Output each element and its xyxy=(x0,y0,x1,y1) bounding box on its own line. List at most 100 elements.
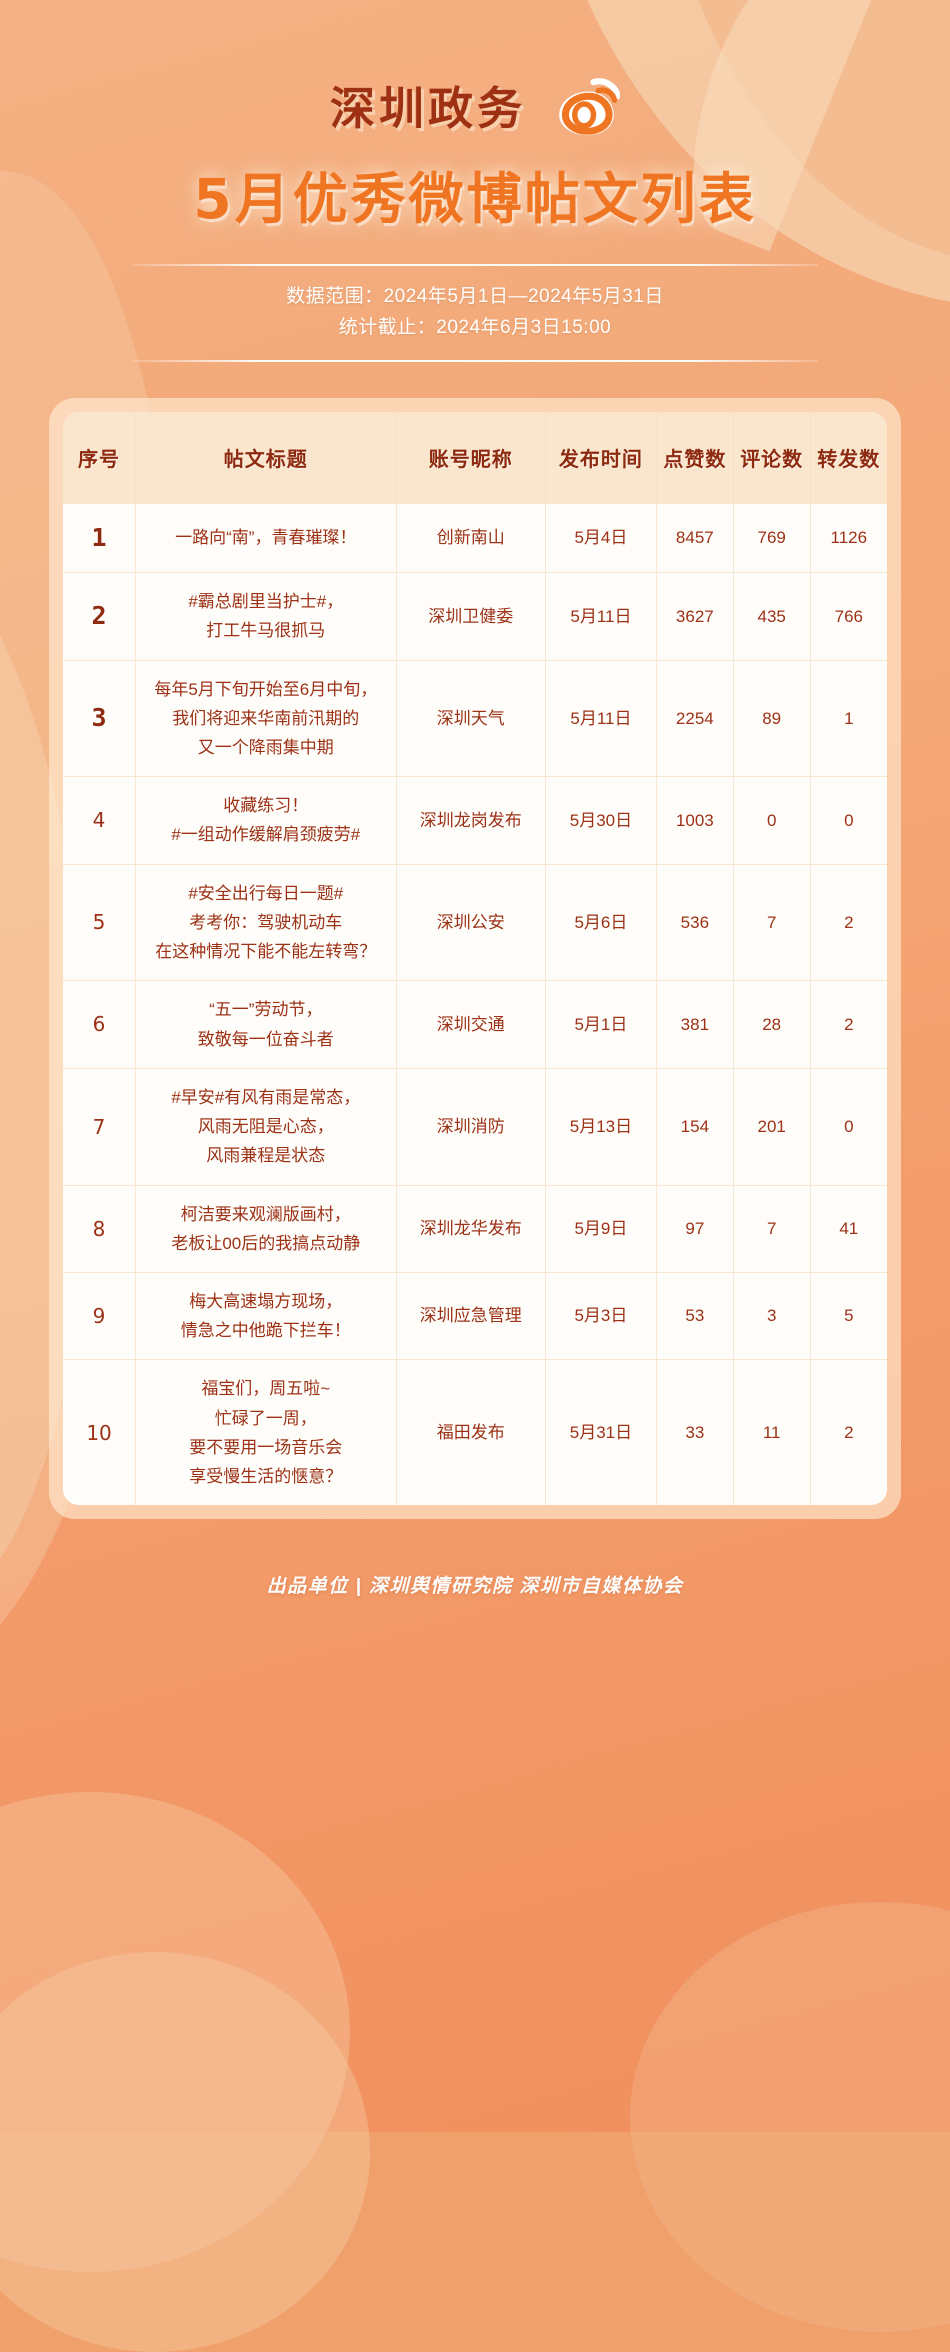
header-divider-top xyxy=(132,264,818,266)
column-header-rank: 序号 xyxy=(63,411,137,504)
column-header-date: 发布时间 xyxy=(545,411,657,504)
table-row: 10 福宝们，周五啦~ 忙碌了一周， 要不要用一场音乐会 享受慢生活的惬意？ 福田发布 5月… xyxy=(63,1359,887,1506)
cell-rank: 9 xyxy=(63,1272,137,1361)
cell-account: 深圳交通 xyxy=(396,980,546,1069)
table-card: 序号 帖文标题 账号昵称 发布时间 点赞数 评论数 转发数 1 一路向“南”，青春… xyxy=(49,397,901,1520)
cell-comments: 7 xyxy=(733,1185,811,1274)
column-header-account: 账号昵称 xyxy=(396,411,546,504)
cell-likes: 154 xyxy=(656,1068,734,1186)
cell-date: 5月3日 xyxy=(545,1272,657,1361)
cell-reposts: 0 xyxy=(810,1068,887,1186)
cell-likes: 3627 xyxy=(656,572,734,661)
table-head: 序号 帖文标题 账号昵称 发布时间 点赞数 评论数 转发数 xyxy=(63,411,887,504)
cell-likes: 1003 xyxy=(656,776,734,865)
cell-account: 深圳卫健委 xyxy=(396,572,546,661)
cell-account: 创新南山 xyxy=(396,503,546,574)
table-body: 1 一路向“南”，青春璀璨！ 创新南山 5月4日 8457 769 1126 2 #霸总剧里当护… xyxy=(63,503,887,1506)
table-row: 9 梅大高速塌方现场， 情急之中他跪下拦车！ 深圳应急管理 5月3日 53 3 5 xyxy=(63,1272,887,1361)
cell-date: 5月30日 xyxy=(545,776,657,865)
footer-credit: 出品单位 | 深圳舆情研究院 深圳市自媒体协会 xyxy=(266,1576,684,1598)
cell-title: 柯洁要来观澜版画村， 老板让00后的我搞点动静 xyxy=(135,1185,397,1274)
cell-comments: 7 xyxy=(733,864,811,982)
cell-rank: 10 xyxy=(63,1359,137,1506)
cell-date: 5月13日 xyxy=(545,1068,657,1186)
cell-title: #安全出行每日一题# 考考你：驾驶机动车 在这种情况下能不能左转弯？ xyxy=(135,864,397,982)
cell-reposts: 1126 xyxy=(810,503,887,574)
table-row: 8 柯洁要来观澜版画村， 老板让00后的我搞点动静 深圳龙华发布 5月9日 97 7 41 xyxy=(63,1185,887,1274)
cell-date: 5月9日 xyxy=(545,1185,657,1274)
cutoff-time-text: 统计截止：2024年6月3日15:00 xyxy=(338,316,612,338)
table-row: 4 收藏练习！ #一组动作缓解肩颈疲劳# 深圳龙岗发布 5月30日 1003 0 0 xyxy=(63,776,887,865)
cell-title: 梅大高速塌方现场， 情急之中他跪下拦车！ xyxy=(135,1272,397,1361)
cell-comments: 28 xyxy=(733,980,811,1069)
cell-comments: 769 xyxy=(733,503,811,574)
cell-reposts: 41 xyxy=(810,1185,887,1274)
header-meta: 数据范围：2024年5月1日—2024年5月31日 统计截止：2024年6月3日… xyxy=(0,282,950,344)
cell-title: 收藏练习！ #一组动作缓解肩颈疲劳# xyxy=(135,776,397,865)
cell-rank: 2 xyxy=(63,572,137,661)
cell-likes: 97 xyxy=(656,1185,734,1274)
column-header-comments: 评论数 xyxy=(733,411,811,504)
cell-reposts: 2 xyxy=(810,864,887,982)
table-row: 3 每年5月下旬开始至6月中旬， 我们将迎来华南前汛期的 又一个降雨集中期 深圳天气 5月… xyxy=(63,660,887,778)
page-title-main: 深圳政务 xyxy=(329,81,526,135)
cell-title: 每年5月下旬开始至6月中旬， 我们将迎来华南前汛期的 又一个降雨集中期 xyxy=(135,660,397,778)
cell-comments: 11 xyxy=(733,1359,811,1506)
cell-likes: 2254 xyxy=(656,660,734,778)
cell-date: 5月11日 xyxy=(545,572,657,661)
cell-account: 福田发布 xyxy=(396,1359,546,1506)
cell-date: 5月11日 xyxy=(545,660,657,778)
cell-rank: 4 xyxy=(63,776,137,865)
cell-date: 5月31日 xyxy=(545,1359,657,1506)
cell-reposts: 2 xyxy=(810,980,887,1069)
page-title-sub: 5月优秀微博帖文列表 xyxy=(193,167,757,231)
page-header: 深圳政务 5月优秀微博帖文列表 数据范围：2024年5月1日—2024年5月31… xyxy=(0,0,950,362)
cell-reposts: 5 xyxy=(810,1272,887,1361)
cell-likes: 33 xyxy=(656,1359,734,1506)
cell-account: 深圳应急管理 xyxy=(396,1272,546,1361)
column-header-title: 帖文标题 xyxy=(135,411,397,504)
cell-likes: 8457 xyxy=(656,503,734,574)
cell-title: #早安#有风有雨是常态， 风雨无阻是心态， 风雨兼程是状态 xyxy=(135,1068,397,1186)
title-row: 深圳政务 xyxy=(0,64,950,144)
table-row: 7 #早安#有风有雨是常态， 风雨无阻是心态， 风雨兼程是状态 深圳消防 5月13日 154… xyxy=(63,1068,887,1186)
cell-account: 深圳龙岗发布 xyxy=(396,776,546,865)
cell-rank: 5 xyxy=(63,864,137,982)
cell-account: 深圳龙华发布 xyxy=(396,1185,546,1274)
column-header-likes: 点赞数 xyxy=(656,411,734,504)
data-range-text: 数据范围：2024年5月1日—2024年5月31日 xyxy=(286,286,664,307)
cell-reposts: 0 xyxy=(810,776,887,865)
cell-likes: 536 xyxy=(656,864,734,982)
cell-account: 深圳天气 xyxy=(396,660,546,778)
cell-date: 5月6日 xyxy=(545,864,657,982)
cell-title: #霸总剧里当护士#， 打工牛马很抓马 xyxy=(135,572,397,661)
table-row: 2 #霸总剧里当护士#， 打工牛马很抓马 深圳卫健委 5月11日 3627 435 766 xyxy=(63,572,887,661)
cell-rank: 1 xyxy=(63,503,137,574)
table-row: 5 #安全出行每日一题# 考考你：驾驶机动车 在这种情况下能不能左转弯？ 深圳公安 5月6… xyxy=(63,864,887,982)
cell-comments: 3 xyxy=(733,1272,811,1361)
cell-comments: 435 xyxy=(733,572,811,661)
table-row: 1 一路向“南”，青春璀璨！ 创新南山 5月4日 8457 769 1126 xyxy=(63,503,887,574)
cell-comments: 89 xyxy=(733,660,811,778)
column-header-reposts: 转发数 xyxy=(810,411,887,504)
cell-title: 福宝们，周五啦~ 忙碌了一周， 要不要用一场音乐会 享受慢生活的惬意？ xyxy=(135,1359,397,1506)
cell-date: 5月4日 xyxy=(545,503,657,574)
cell-likes: 381 xyxy=(656,980,734,1069)
cell-likes: 53 xyxy=(656,1272,734,1361)
cell-rank: 6 xyxy=(63,980,137,1069)
cell-reposts: 1 xyxy=(810,660,887,778)
cell-comments: 0 xyxy=(733,776,811,865)
cell-reposts: 2 xyxy=(810,1359,887,1506)
cell-comments: 201 xyxy=(733,1068,811,1186)
weibo-eye-icon xyxy=(542,65,621,143)
cell-account: 深圳消防 xyxy=(396,1068,546,1186)
cell-reposts: 766 xyxy=(810,572,887,661)
cell-title: “五一”劳动节， 致敬每一位奋斗者 xyxy=(135,980,397,1069)
cell-rank: 7 xyxy=(63,1068,137,1186)
cell-title: 一路向“南”，青春璀璨！ xyxy=(135,503,397,574)
table-header-row: 序号 帖文标题 账号昵称 发布时间 点赞数 评论数 转发数 xyxy=(63,411,887,504)
cell-rank: 8 xyxy=(63,1185,137,1274)
header-divider-bottom xyxy=(132,359,818,362)
posts-table: 序号 帖文标题 账号昵称 发布时间 点赞数 评论数 转发数 1 一路向“南”，青春… xyxy=(63,411,887,1506)
cell-date: 5月1日 xyxy=(545,980,657,1069)
